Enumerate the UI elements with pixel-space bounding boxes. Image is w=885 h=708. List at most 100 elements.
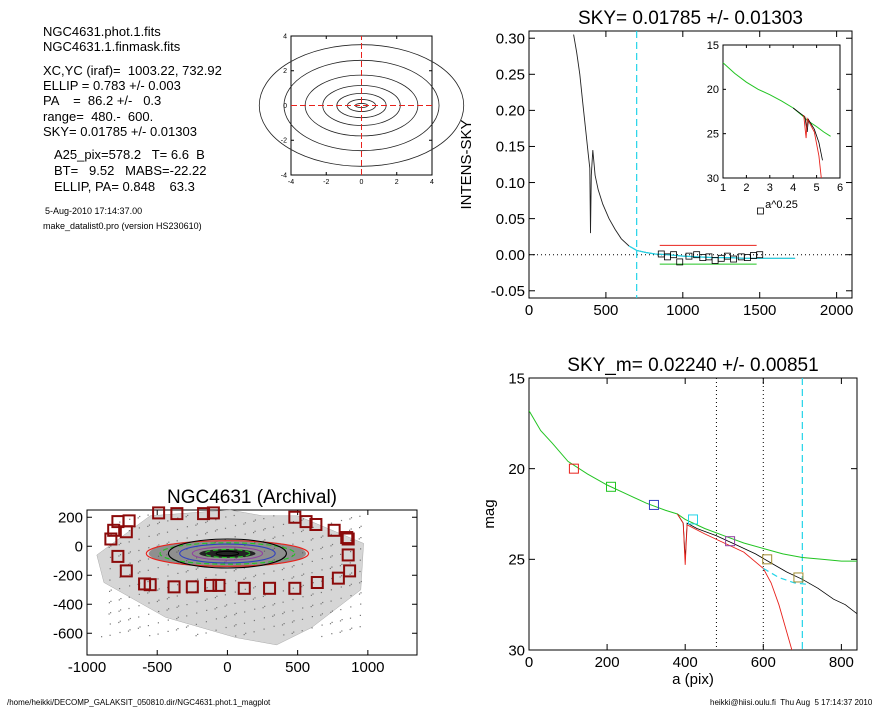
field-noise (148, 591, 150, 593)
field-noise (262, 540, 264, 542)
field-noise (254, 608, 256, 610)
image-title: NGC4631 (Archival) (167, 487, 337, 508)
contour-line (283, 59, 440, 152)
field-noise (204, 599, 206, 601)
intens-ylabel: INTENS-SKY (458, 119, 475, 209)
field-noise (254, 519, 256, 521)
contour-ytick-label: 4 (283, 33, 287, 40)
mag-square-marker (606, 481, 616, 492)
field-noise (158, 544, 160, 546)
intens-ytick-label: 0.30 (496, 30, 525, 47)
field-noise (341, 630, 343, 632)
field-noise (244, 522, 246, 524)
field-noise (195, 635, 197, 637)
field-noise (109, 579, 111, 581)
field-noise (273, 625, 275, 627)
field-noise (349, 617, 352, 619)
field-noise (321, 635, 323, 638)
field-noise (301, 519, 303, 521)
field-noise (139, 559, 141, 562)
field-noise (293, 576, 295, 578)
field-noise (225, 626, 227, 629)
field-noise (196, 523, 198, 525)
field-noise (331, 633, 333, 635)
field-noise (185, 571, 187, 573)
field-noise (138, 561, 140, 563)
field-noise (359, 515, 361, 517)
field-noise (340, 586, 342, 588)
mag-cyan-dashed (762, 567, 811, 586)
image-ytick-label: -200 (53, 568, 83, 585)
field-noise (263, 628, 265, 630)
field-noise (224, 616, 226, 619)
field-noise (330, 533, 332, 536)
field-noise (350, 606, 352, 608)
field-noise (281, 624, 284, 626)
intens-inset-ytick-label: 25 (707, 129, 719, 141)
field-noise (349, 518, 351, 520)
field-noise (301, 530, 303, 533)
field-noise (128, 552, 130, 554)
field-noise (186, 615, 188, 617)
intens-square-marker (744, 254, 751, 261)
field-noise (128, 541, 130, 543)
field-noise (205, 533, 207, 535)
sky-box-marker (197, 507, 211, 521)
field-noise (109, 590, 111, 592)
sky-box-marker (206, 506, 220, 520)
field-noise (320, 536, 322, 538)
mag-title: SKY_m= 0.02240 +/- 0.00851 (567, 355, 818, 376)
field-noise (177, 572, 179, 574)
field-noise (139, 571, 141, 573)
field-noise (157, 589, 159, 591)
field-noise (264, 605, 266, 607)
field-noise (128, 607, 130, 610)
field-noise (359, 527, 361, 529)
intens-inset-ytick-label: 20 (707, 84, 719, 96)
field-noise (245, 632, 247, 634)
field-noise (359, 626, 361, 628)
sky-box-marker (327, 523, 341, 537)
field-noise (215, 574, 217, 576)
sky-box-marker (310, 576, 324, 589)
field-noise (360, 537, 362, 539)
field-noise (293, 631, 295, 633)
field-noise (262, 595, 264, 597)
contour-ytick-label: 2 (283, 68, 287, 75)
field-noise (291, 621, 294, 623)
field-noise (233, 514, 235, 517)
isophote-ellipse (145, 540, 310, 567)
field-noise (292, 543, 294, 545)
sky-box-marker (111, 549, 125, 563)
field-noise (234, 591, 236, 593)
mag-red-curve (677, 513, 793, 650)
field-noise (283, 567, 285, 569)
field-noise (205, 577, 207, 579)
contour-ytick-label: -2 (281, 138, 287, 145)
field-noise (215, 618, 217, 620)
field-noise (206, 587, 208, 589)
param-center: XC,YC (iraf)= 1003.22, 732.92 (43, 63, 222, 78)
field-noise (301, 563, 303, 565)
mag-green-curve (529, 410, 857, 562)
field-noise (293, 620, 295, 622)
field-noise (205, 621, 207, 623)
field-noise (129, 562, 131, 564)
field-noise (331, 621, 333, 623)
field-noise (321, 624, 323, 626)
contour-xtick-label: -2 (323, 179, 329, 186)
field-noise (147, 569, 149, 571)
field-noise (359, 570, 361, 573)
mag-xtick-label: 400 (673, 654, 698, 671)
field-noise (359, 614, 361, 616)
sky-box-marker (170, 507, 184, 521)
sky-box-marker (107, 523, 121, 537)
mag-square-marker (793, 572, 804, 583)
field-noise (128, 619, 130, 621)
field-noise (330, 611, 332, 613)
field-noise (167, 575, 169, 577)
field-noise (302, 540, 304, 543)
field-noise (244, 600, 246, 602)
field-noise (329, 623, 332, 625)
sky-box-marker (119, 564, 133, 578)
